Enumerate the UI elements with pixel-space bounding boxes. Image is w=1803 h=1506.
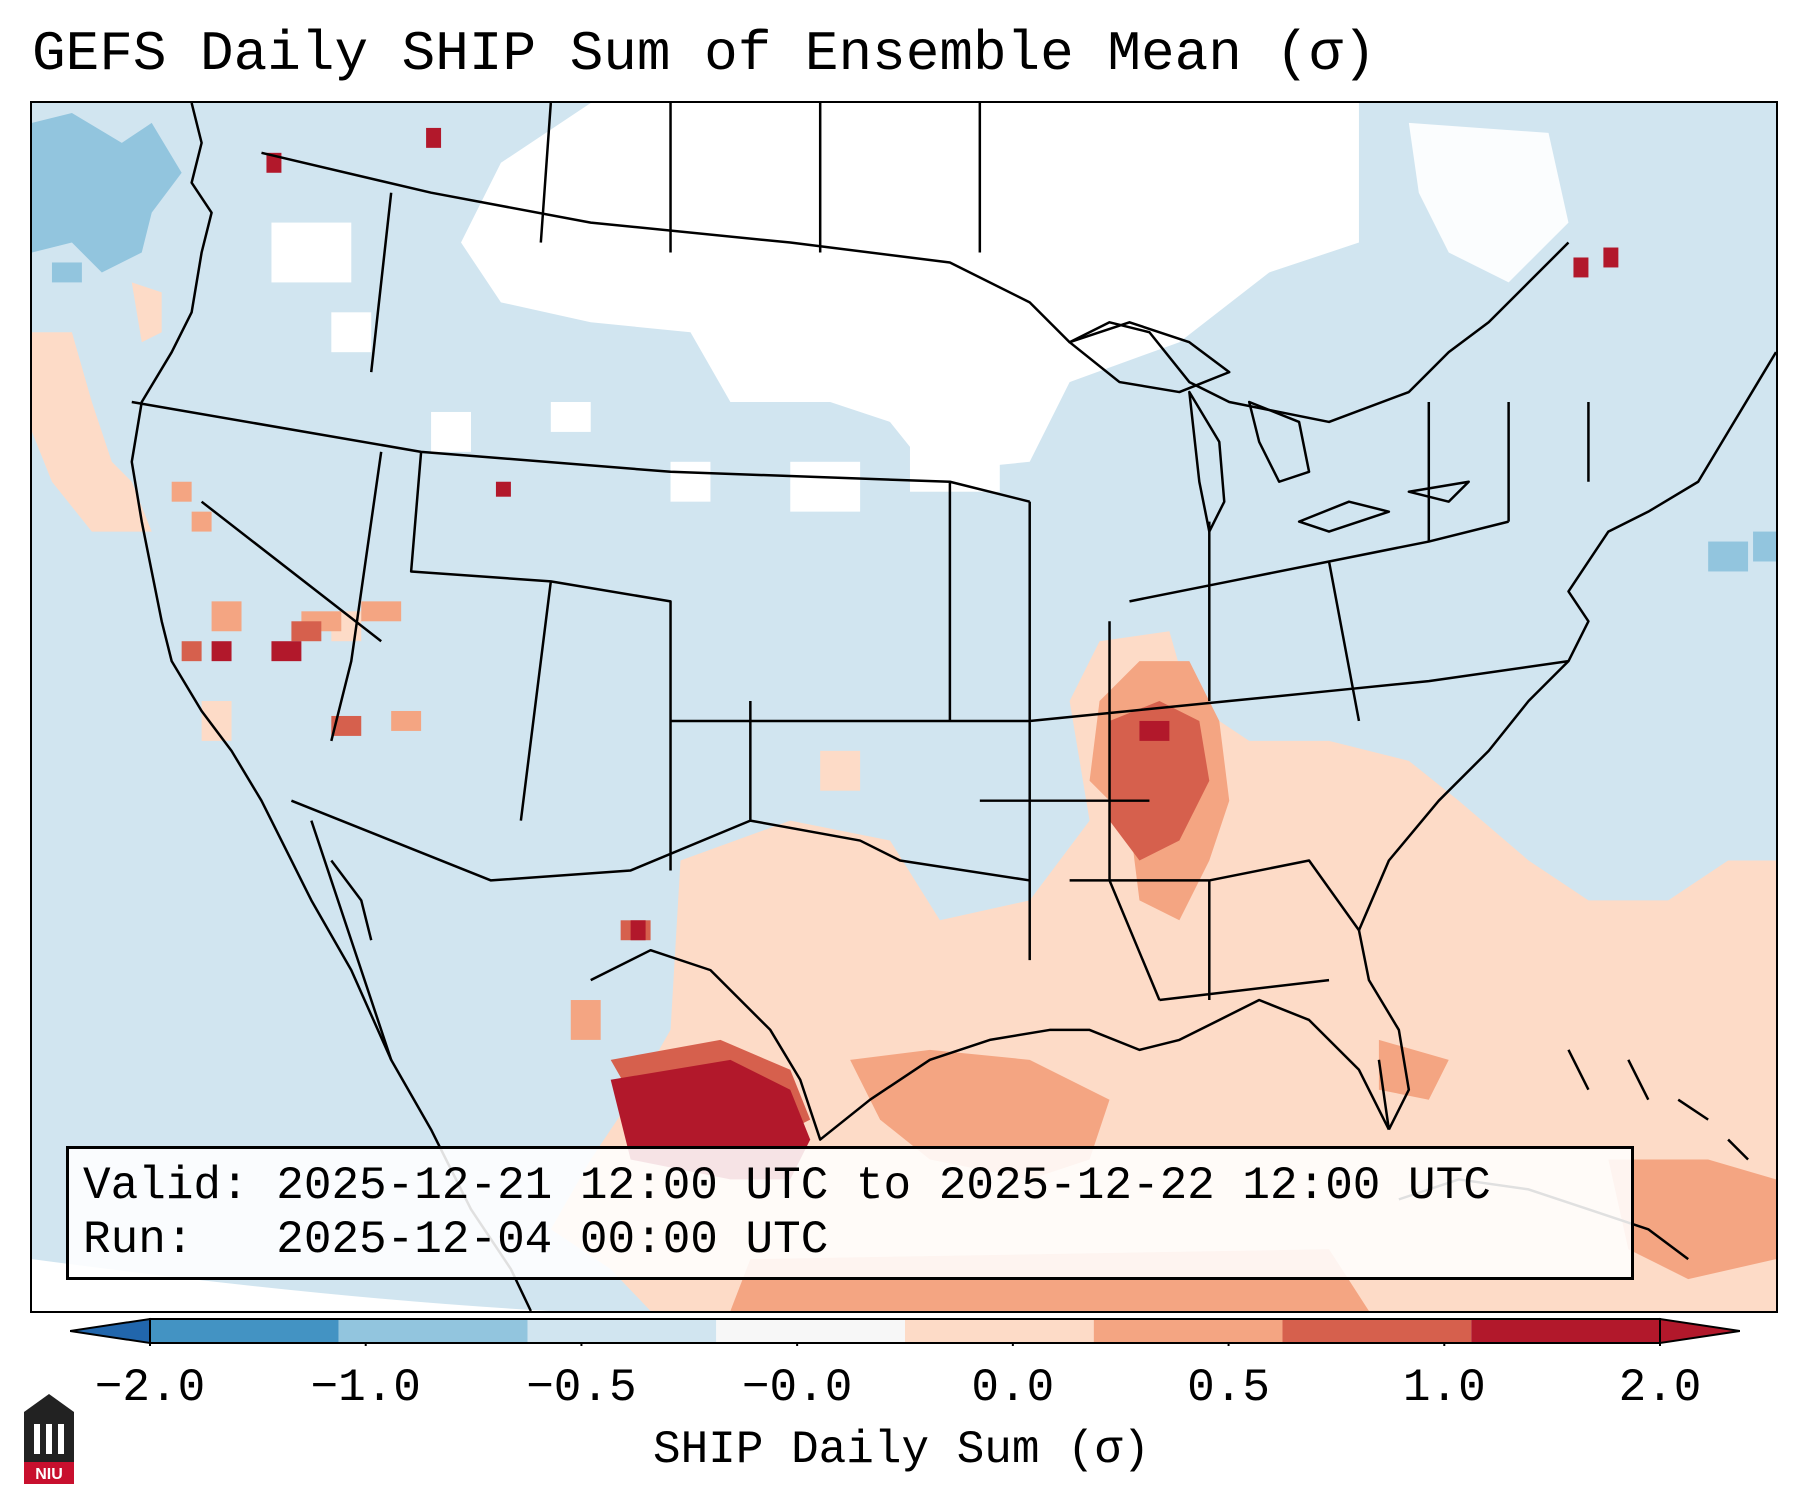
- florida-coastline: [1357, 930, 1411, 1131]
- colorbar-extend-high: [1659, 1317, 1740, 1345]
- colorbar-segment: [338, 1319, 528, 1343]
- colorbar-tick-label: 1.0: [1402, 1362, 1486, 1414]
- valid-time-text: Valid: 2025-12-21 12:00 UTC to 2025-12-2…: [83, 1160, 1491, 1212]
- boundaries: [130, 103, 1776, 1311]
- bahamas-coastline: [1567, 1049, 1749, 1161]
- state-lines: [131, 103, 1590, 1002]
- field-near-zero: [271, 103, 1569, 512]
- colorbar-segment: [527, 1319, 717, 1343]
- colorbar-outline: [149, 1318, 1661, 1344]
- colorbar-tick-label: 0.0: [971, 1362, 1055, 1414]
- lake-huron: [1247, 400, 1311, 483]
- colorbar-tick-label: 2.0: [1618, 1362, 1702, 1414]
- lake-michigan: [1188, 390, 1226, 533]
- colorbar-tick-label: −2.0: [94, 1362, 206, 1414]
- east-coastline: [1357, 351, 1776, 931]
- colorbar-tick-label: −1.0: [310, 1362, 421, 1414]
- run-time-text: Run: 2025-12-04 00:00 UTC: [83, 1214, 829, 1266]
- logo-text: NIU: [35, 1466, 63, 1483]
- colorbar-label: SHIP Daily Sum (σ): [653, 1424, 1150, 1476]
- colorbar-segment: [716, 1319, 905, 1343]
- lake-superior: [1068, 321, 1231, 394]
- colorbar-extend-low: [70, 1317, 151, 1345]
- us-canada-border: [261, 151, 1570, 424]
- west-coastline: [130, 103, 532, 1311]
- baja-coastline: [310, 820, 393, 1061]
- colorbar: [70, 1317, 1740, 1346]
- colorbar-segment: [150, 1319, 339, 1343]
- colorbar-segment: [905, 1319, 1094, 1343]
- map-svg: [32, 103, 1776, 1311]
- colorbar-segments: [150, 1319, 1660, 1343]
- map-panel: [30, 101, 1778, 1313]
- colorbar-segment: [1093, 1319, 1283, 1343]
- domain-edge: [32, 1259, 551, 1311]
- lake-erie: [1297, 500, 1391, 533]
- niu-logo-icon: NIU: [24, 1394, 74, 1484]
- colorbar-tick-label: −0.0: [741, 1362, 853, 1414]
- figure-title: GEFS Daily SHIP Sum of Ensemble Mean (σ): [32, 22, 1377, 86]
- valid-run-info-box: Valid: 2025-12-21 12:00 UTC to 2025-12-2…: [66, 1146, 1634, 1280]
- gulf-coastline: [590, 948, 1391, 1141]
- colorbar-tick-label: −0.5: [526, 1362, 637, 1414]
- colorbar-tick-label: 0.5: [1187, 1362, 1270, 1414]
- colorbar-segment: [1471, 1319, 1660, 1343]
- colorbar-segment: [1282, 1319, 1472, 1343]
